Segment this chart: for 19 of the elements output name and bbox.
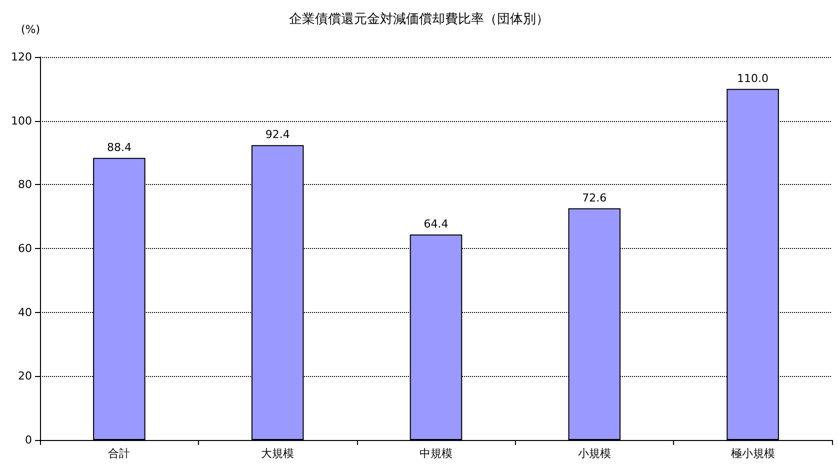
y-axis-title: (%) bbox=[20, 23, 40, 36]
x-tick-label: 合計 bbox=[108, 447, 130, 460]
x-tick-label: 極小規模 bbox=[730, 447, 775, 460]
x-tick-label: 中規模 bbox=[420, 447, 452, 460]
data-label: 64.4 bbox=[424, 217, 448, 230]
y-tick-label: 60 bbox=[18, 242, 32, 255]
data-label: 72.6 bbox=[582, 191, 607, 204]
y-tick-label: 120 bbox=[11, 50, 32, 64]
y-tick-label: 40 bbox=[18, 306, 32, 319]
x-tick-label: 小規模 bbox=[578, 447, 611, 460]
y-tick-label: 20 bbox=[18, 370, 32, 383]
y-tick-label: 80 bbox=[18, 178, 32, 192]
data-label: 110.0 bbox=[737, 72, 769, 85]
chart-title: 企業債償還元金対減価償却費比率（団体別） bbox=[289, 11, 549, 27]
y-tick-label: 100 bbox=[11, 114, 32, 128]
y-tick-label: 0 bbox=[25, 434, 32, 446]
data-label: 88.4 bbox=[106, 140, 132, 154]
data-label: 92.4 bbox=[265, 128, 290, 142]
x-tick-label: 大規模 bbox=[261, 447, 294, 460]
